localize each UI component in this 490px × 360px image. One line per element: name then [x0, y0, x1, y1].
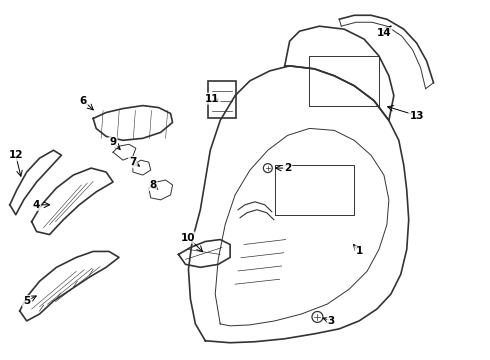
Text: 2: 2 — [284, 163, 291, 173]
Text: 7: 7 — [129, 157, 137, 167]
Text: 12: 12 — [8, 150, 23, 160]
Text: 4: 4 — [33, 200, 40, 210]
Text: 3: 3 — [328, 316, 335, 326]
Text: 1: 1 — [355, 247, 363, 256]
Text: 5: 5 — [23, 296, 30, 306]
Bar — [208, 81, 236, 118]
Text: 14: 14 — [377, 28, 391, 38]
Text: 9: 9 — [109, 137, 117, 147]
Text: 10: 10 — [181, 233, 196, 243]
Text: 8: 8 — [149, 180, 156, 190]
Text: 6: 6 — [80, 96, 87, 105]
Text: 11: 11 — [205, 94, 220, 104]
Text: 13: 13 — [410, 111, 424, 121]
